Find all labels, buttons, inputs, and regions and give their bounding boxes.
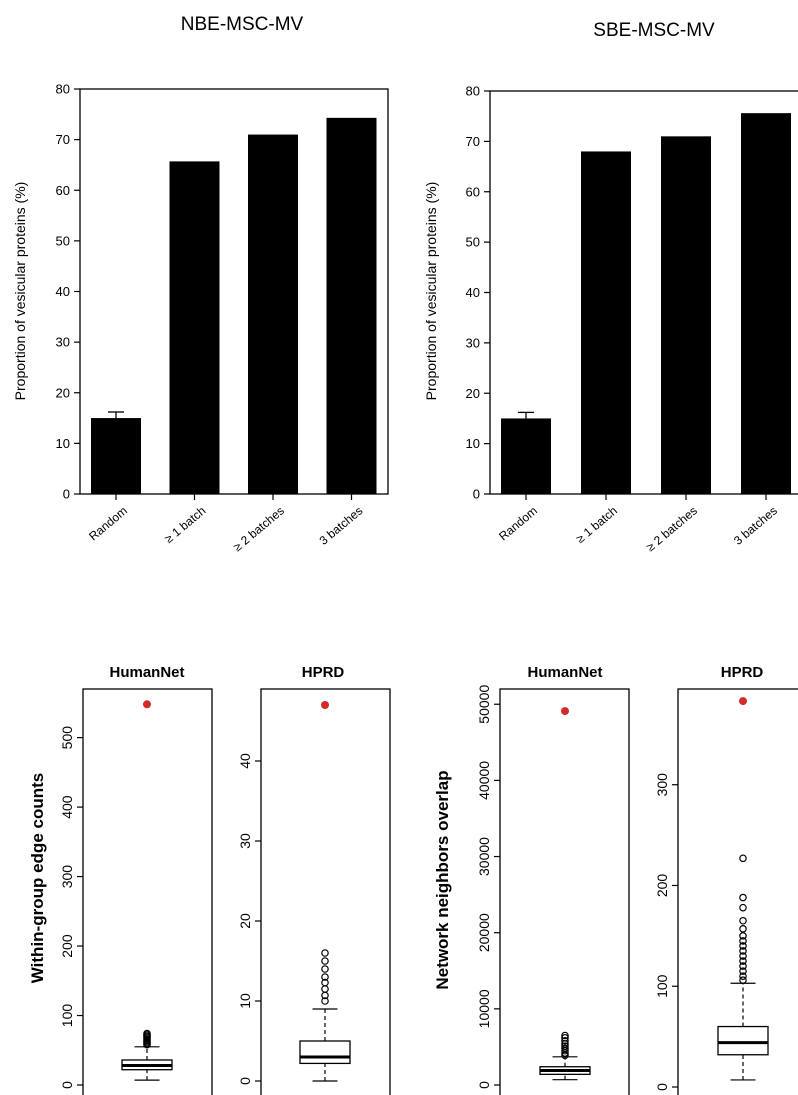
- bar: [248, 134, 298, 494]
- y-tick-label: 10: [56, 436, 70, 451]
- panel-frame: [260, 688, 391, 1095]
- y-axis-label: Within-group edge counts: [28, 773, 47, 983]
- y-tick-label: 0: [63, 487, 70, 502]
- panel-frame: [499, 688, 630, 1095]
- panel-title: HPRD: [302, 664, 345, 681]
- y-tick-label: 20: [237, 913, 253, 929]
- y-tick-label: 200: [654, 874, 670, 898]
- outlier-point: [321, 978, 329, 987]
- outlier-point: [561, 1044, 569, 1053]
- bar: [501, 418, 551, 494]
- outlier-point: [561, 1033, 569, 1042]
- y-tick-label: 0: [654, 1083, 670, 1091]
- bar: [91, 418, 141, 494]
- y-tick-label: 20000: [476, 913, 492, 952]
- y-tick-label: 40000: [476, 761, 492, 800]
- y-tick-label: 80: [466, 84, 480, 99]
- y-tick-label: 40: [466, 285, 480, 300]
- outlier-point: [739, 937, 747, 945]
- outlier-point: [739, 952, 747, 960]
- y-tick-label: 500: [59, 726, 75, 750]
- y-tick-label: 30: [237, 833, 253, 849]
- panel-title: HumanNet: [527, 664, 602, 681]
- chart-title: NBE-MSC-MV: [181, 14, 304, 35]
- y-tick-label: 30: [466, 335, 480, 350]
- outlier-point: [739, 972, 747, 980]
- y-tick-label: 80: [56, 82, 70, 97]
- panel-frame: [677, 688, 798, 1095]
- y-axis-label: Proportion of vesicular proteins (%): [423, 182, 439, 401]
- outlier-point: [143, 1029, 151, 1038]
- outlier-point: [739, 893, 747, 902]
- y-tick-label: 10: [237, 993, 253, 1009]
- outlier-point: [739, 947, 747, 955]
- outlier-point: [739, 903, 747, 912]
- y-tick-label: 60: [466, 184, 480, 199]
- y-tick-label: 30000: [476, 837, 492, 876]
- y-axis-label: Network neighbors overlap: [433, 770, 452, 989]
- y-tick-label: 40: [56, 284, 70, 299]
- bar: [169, 161, 220, 495]
- y-tick-label: 400: [59, 795, 75, 819]
- y-tick-label: 300: [59, 865, 75, 889]
- outlier-point: [739, 967, 747, 975]
- outlier-point: [739, 962, 747, 970]
- outlier-point: [739, 854, 747, 863]
- y-tick-label: 50: [466, 235, 480, 250]
- outlier-point: [321, 973, 329, 981]
- y-tick-label: 0: [59, 1081, 75, 1089]
- outlier-point: [739, 957, 747, 965]
- y-tick-label: 0: [473, 487, 480, 502]
- outlier-point: [561, 1037, 569, 1045]
- outlier-point: [321, 957, 329, 965]
- y-tick-label: 40: [237, 753, 253, 769]
- panel-title: HumanNet: [109, 664, 184, 681]
- y-tick-label: 70: [56, 132, 70, 147]
- outlier-point: [739, 925, 747, 933]
- outlier-point: [561, 1042, 569, 1050]
- y-tick-label: 0: [237, 1077, 253, 1085]
- y-tick-label: 100: [59, 1004, 75, 1028]
- bar: [581, 151, 631, 494]
- y-tick-label: 60: [56, 183, 70, 198]
- boxplot-chart-neighbors-overlap: Network neighbors overlap HumanNet HPRD …: [433, 664, 798, 1095]
- y-tick-label: 50000: [476, 685, 492, 724]
- outlier-point: [561, 1031, 569, 1040]
- outlier-point: [739, 976, 747, 984]
- outlier-point: [739, 916, 747, 925]
- y-tick-label: 100: [654, 974, 670, 998]
- bar: [661, 136, 711, 494]
- boxplot-chart-edge-counts: Within-group edge counts HumanNet HPRD 0…: [28, 664, 391, 1095]
- observed-value-point: [561, 707, 569, 716]
- bar: [326, 117, 377, 494]
- panel-title: HPRD: [721, 664, 764, 681]
- y-tick-label: 20: [466, 386, 480, 401]
- y-axis-label: Proportion of vesicular proteins (%): [12, 182, 28, 401]
- outlier-point: [321, 997, 329, 1005]
- panel-frame: [82, 688, 213, 1095]
- observed-value-point: [321, 701, 329, 709]
- y-tick-label: 30: [56, 335, 70, 350]
- outlier-point: [739, 932, 747, 940]
- chart-title: SBE-MSC-MV: [593, 20, 715, 41]
- y-tick-label: 10000: [476, 989, 492, 1028]
- y-tick-label: 20: [56, 385, 70, 400]
- y-tick-label: 200: [59, 934, 75, 958]
- iqr-box: [299, 1040, 351, 1065]
- outlier-point: [321, 949, 329, 957]
- observed-value-point: [143, 700, 151, 709]
- iqr-box: [717, 1025, 769, 1056]
- outlier-point: [739, 942, 747, 950]
- y-tick-label: 50: [56, 233, 70, 248]
- bar: [741, 113, 791, 494]
- y-tick-label: 10: [466, 436, 480, 451]
- y-tick-label: 0: [476, 1081, 492, 1089]
- y-tick-label: 300: [654, 773, 670, 797]
- observed-value-point: [739, 697, 747, 706]
- outlier-point: [321, 965, 329, 973]
- y-tick-label: 70: [466, 134, 480, 149]
